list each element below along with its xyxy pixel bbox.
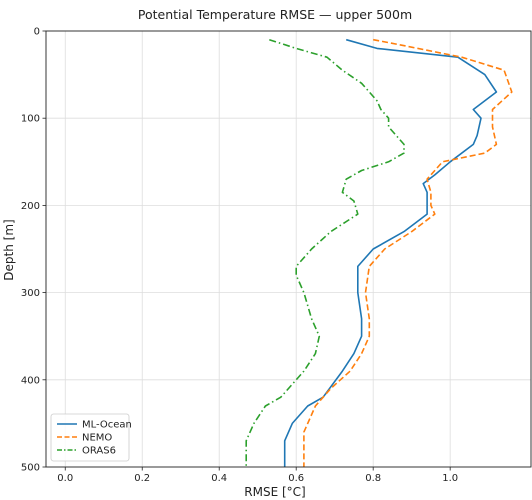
series-lines [245,38,513,467]
plot-frame [45,30,532,468]
series-line-oras6 [245,38,405,467]
legend: ML-Ocean NEMO ORAS6 [50,413,132,462]
grid [46,30,531,468]
chart-title: Potential Temperature RMSE — upper 500m [138,7,412,22]
axis-ticks: 0.0 0.2 0.4 0.6 0.8 1.0 0 100 200 300 400 500 [21,27,458,485]
legend-label: ML-Ocean [82,420,132,431]
series-line-nemo [303,38,513,467]
y-tick-label: 100 [21,114,40,125]
legend-label: ORAS6 [82,446,116,457]
y-axis-title: Depth [m] [2,219,16,280]
x-tick-label: 0.0 [57,473,73,484]
x-axis-title: RMSE [°C] [244,485,305,499]
legend-label: NEMO [82,433,112,444]
x-tick-label: 0.6 [288,473,304,484]
x-tick-label: 0.2 [134,473,150,484]
y-tick-label: 300 [21,288,40,299]
y-tick-label: 200 [21,201,40,212]
x-tick-label: 1.0 [442,473,458,484]
series-line-ml-ocean [283,38,498,467]
y-tick-label: 400 [21,375,40,386]
x-tick-label: 0.4 [211,473,227,484]
x-tick-label: 0.8 [365,473,381,484]
y-tick-label: 0 [34,27,40,38]
y-tick-label: 500 [21,463,40,474]
